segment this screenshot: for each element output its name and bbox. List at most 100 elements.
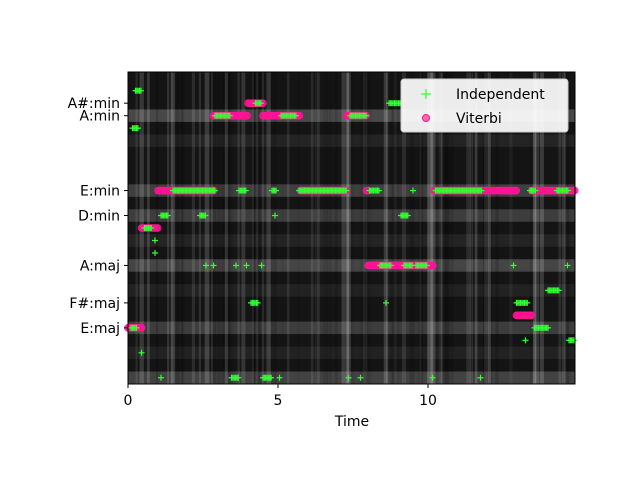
heatmap-stripe xyxy=(383,72,388,384)
heatmap-stripe xyxy=(471,72,474,384)
independent-point xyxy=(258,262,265,269)
independent-point xyxy=(202,212,209,219)
heatmap-stripe xyxy=(483,72,489,384)
heatmap-stripe xyxy=(564,72,569,384)
heatmap-stripe xyxy=(251,72,254,384)
independent-point xyxy=(257,100,264,107)
independent-point xyxy=(478,187,485,194)
independent-point xyxy=(138,349,145,356)
heatmap-stripe xyxy=(431,72,435,384)
independent-point xyxy=(383,299,389,306)
x-tick-label: 5 xyxy=(274,393,283,409)
independent-point xyxy=(243,262,250,269)
y-tick-label: A:min xyxy=(80,109,120,125)
heatmap-stripe xyxy=(167,72,170,384)
heatmap-stripe xyxy=(402,72,406,384)
heatmap-stripe xyxy=(346,72,351,384)
heatmap-stripe xyxy=(391,72,393,384)
y-tick-label: E:maj xyxy=(80,321,120,337)
heatmap-stripe xyxy=(346,72,350,384)
heatmap-stripe xyxy=(241,72,246,384)
legend-marker-viterbi xyxy=(422,114,430,122)
heatmap-stripe xyxy=(409,72,415,384)
independent-point xyxy=(235,374,242,381)
heatmap-stripe xyxy=(509,72,513,384)
viterbi-point xyxy=(153,224,162,232)
heatmap-row xyxy=(128,321,575,335)
heatmap-rows xyxy=(128,109,575,384)
heatmap-stripe xyxy=(326,72,328,384)
independent-point xyxy=(429,374,436,381)
y-tick-label: D:min xyxy=(78,209,120,225)
independent-point xyxy=(273,187,280,194)
heatmap-stripe xyxy=(427,72,432,384)
legend-marker-independent xyxy=(421,89,431,99)
x-tick-label: 10 xyxy=(419,393,437,409)
heatmap-stripe xyxy=(344,72,350,384)
heatmap-stripe xyxy=(419,72,422,384)
heatmap-stripe xyxy=(314,72,320,384)
heatmap-stripe xyxy=(432,72,435,384)
heatmap-row xyxy=(128,284,575,297)
independent-point xyxy=(158,374,164,381)
independent-point xyxy=(211,187,218,194)
heatmap-stripe xyxy=(392,72,397,384)
heatmap-row xyxy=(128,346,575,360)
heatmap-stripe xyxy=(402,72,406,384)
heatmap-stripe xyxy=(533,72,537,384)
y-tick-label: E:min xyxy=(80,184,120,200)
heatmap-stripe xyxy=(135,72,138,384)
heatmap-row xyxy=(128,209,575,222)
heatmap-stripe xyxy=(213,72,217,384)
independent-point xyxy=(423,262,430,269)
x-axis-label: Time xyxy=(334,414,369,430)
independent-point xyxy=(292,112,299,119)
independent-point xyxy=(254,299,261,306)
x-tick-label: 0 xyxy=(124,393,133,409)
heatmap-stripe xyxy=(322,72,328,384)
x-axis: 0 5 10 xyxy=(124,384,437,409)
legend-label-viterbi: Viterbi xyxy=(456,111,502,127)
heatmap-stripe xyxy=(262,72,264,384)
heatmap-stripe xyxy=(395,72,400,384)
heatmap-stripe xyxy=(428,72,432,384)
heatmap-stripe xyxy=(177,72,181,384)
heatmap-row xyxy=(128,234,575,247)
heatmap-stripe xyxy=(431,72,436,384)
heatmap-stripe xyxy=(310,72,314,384)
independent-point xyxy=(532,187,539,194)
heatmap-stripe xyxy=(270,72,273,384)
heatmap-stripe xyxy=(444,72,449,384)
heatmap-stripe xyxy=(211,72,213,384)
independent-point xyxy=(343,187,350,194)
y-tick-label: F#:maj xyxy=(69,296,120,312)
heatmap-stripe xyxy=(256,72,259,384)
heatmap-stripe xyxy=(237,72,240,384)
independent-point xyxy=(134,125,141,132)
heatmap-stripe xyxy=(530,72,532,384)
legend-label-independent: Independent xyxy=(456,87,545,103)
heatmap-stripe xyxy=(240,72,243,384)
heatmap-stripe xyxy=(367,72,372,384)
independent-point xyxy=(410,187,416,194)
heatmap-stripe xyxy=(442,72,445,384)
heatmap-stripe xyxy=(474,72,478,384)
heatmap-stripe xyxy=(181,72,184,384)
heatmap-stripe xyxy=(564,72,566,384)
independent-point xyxy=(152,249,158,256)
independent-point xyxy=(564,262,571,269)
independent-point xyxy=(571,337,578,344)
independent-point xyxy=(133,324,140,331)
independent-point xyxy=(524,299,531,306)
independent-point xyxy=(210,262,217,269)
heatmap-stripe xyxy=(418,72,421,384)
heatmap-stripe xyxy=(328,72,332,384)
heatmap-stripe xyxy=(175,72,178,384)
heatmap-stripe xyxy=(385,72,389,384)
independent-point xyxy=(477,374,484,381)
independent-point xyxy=(510,262,517,269)
heatmap-row xyxy=(128,259,575,272)
heatmap-stripe xyxy=(224,72,228,384)
independent-point xyxy=(276,374,283,381)
heatmap-stripe xyxy=(539,72,544,384)
